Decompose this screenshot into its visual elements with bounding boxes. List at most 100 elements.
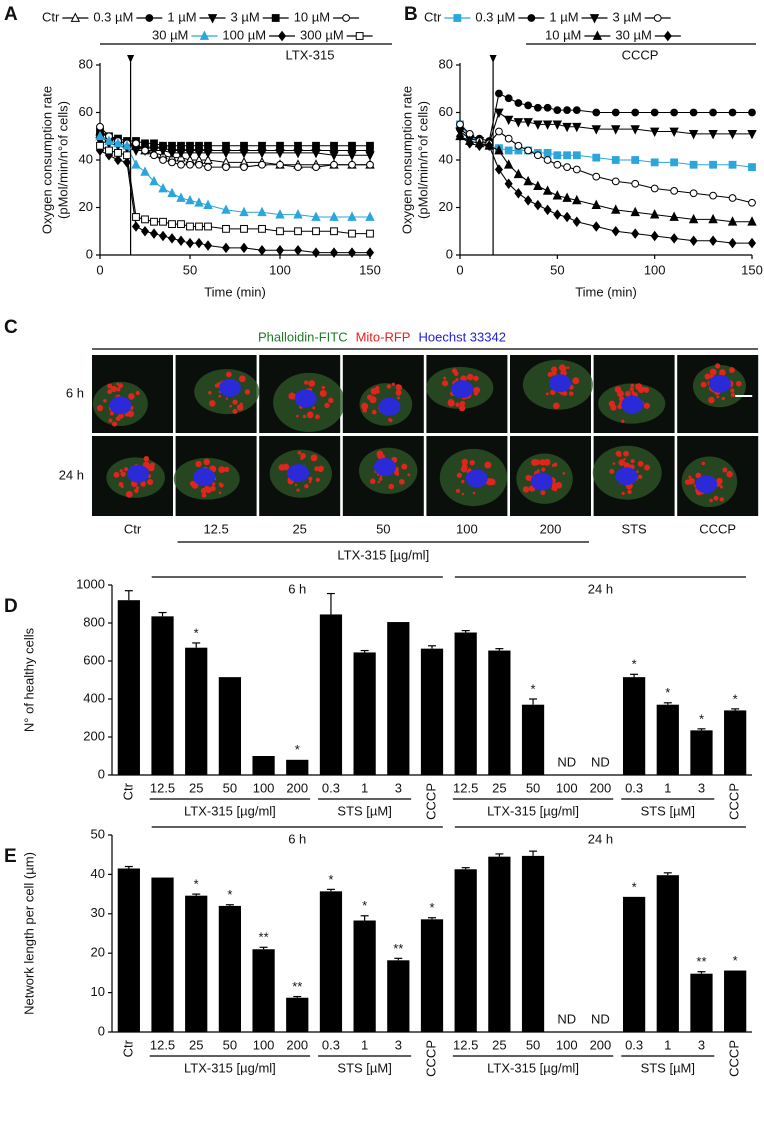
nucleus [193, 468, 216, 487]
x-tick-label: 12.5 [150, 780, 175, 795]
mitochondria [314, 414, 320, 420]
x-tick-label: 200 [590, 1037, 612, 1052]
bar [724, 970, 747, 1032]
mitochondria [525, 474, 532, 481]
marker [709, 108, 717, 117]
marker [258, 224, 266, 233]
marker [221, 204, 231, 214]
marker [747, 129, 757, 140]
marker [311, 211, 321, 221]
series-line [99, 135, 370, 218]
micrograph [175, 355, 260, 433]
marker [494, 164, 503, 175]
mitochondria [541, 467, 546, 472]
micrograph [510, 436, 591, 516]
marker [524, 146, 533, 155]
marker [630, 206, 640, 217]
marker [592, 108, 601, 117]
treatment-label: CCCP [622, 47, 659, 62]
mitochondria [201, 493, 207, 498]
y-tick-label: 200 [83, 728, 105, 743]
mitochondria [553, 402, 560, 410]
micrograph [259, 355, 345, 433]
significance-label: * [362, 898, 367, 913]
marker [204, 163, 212, 172]
mitochondria [96, 404, 104, 412]
marker [708, 129, 718, 140]
mitochondria [294, 483, 298, 487]
marker [348, 141, 356, 150]
marker [504, 146, 513, 155]
mitochondria [128, 393, 135, 400]
legend-label: 300 µM [300, 27, 344, 42]
y-tick-label: 800 [83, 614, 105, 629]
marker [552, 120, 563, 130]
marker [611, 108, 620, 117]
nucleus [549, 374, 572, 393]
marker [347, 247, 357, 258]
mitochondria [324, 402, 330, 408]
mitochondria [125, 490, 133, 498]
mitochondria [189, 480, 196, 487]
marker [203, 240, 213, 251]
y-tick-label: 40 [91, 866, 105, 881]
marker [159, 156, 167, 164]
marker [141, 146, 149, 155]
marker [611, 204, 621, 214]
mitochondria [721, 396, 725, 401]
x-tick-label: 50 [550, 262, 564, 277]
mitochondria [636, 470, 639, 474]
mitochondria [119, 469, 123, 473]
marker [543, 156, 552, 164]
mitochondria [312, 406, 316, 410]
mitochondria [218, 394, 222, 398]
mitochondria [388, 417, 392, 422]
mitochondria [547, 371, 553, 377]
mitochondria [304, 381, 307, 384]
time-group-label: 6 h [288, 581, 306, 596]
marker [168, 158, 176, 167]
marker [366, 229, 374, 238]
column-label: 25 [292, 521, 306, 536]
marker [563, 106, 571, 115]
mitochondria [318, 467, 324, 473]
marker [504, 178, 513, 189]
legend-label: 1 µM [167, 9, 196, 24]
y-axis-label: (pMol/min/n°of cells) [55, 101, 70, 219]
bar [454, 869, 477, 1032]
series-line [99, 150, 370, 254]
marker [465, 138, 474, 149]
marker [203, 199, 213, 210]
marker [504, 134, 513, 143]
mitochondria [236, 404, 244, 411]
significance-label: ND [557, 1011, 576, 1026]
treatment-label: LTX-315 [286, 47, 335, 62]
mitochondria [284, 465, 288, 469]
column-label: 100 [456, 521, 478, 536]
mitochondria [700, 381, 707, 388]
marker [185, 237, 195, 249]
marker [240, 224, 248, 233]
legend-label: 100 µM [222, 27, 266, 42]
significance-label: * [429, 900, 434, 915]
mitochondria [534, 459, 541, 466]
marker [194, 237, 204, 249]
marker [553, 209, 562, 220]
mitochondria [627, 489, 632, 495]
mitochondria [319, 389, 327, 397]
marker [365, 247, 375, 258]
marker [140, 226, 150, 237]
marker [195, 160, 203, 169]
mitochondria [321, 385, 326, 390]
marker [140, 166, 150, 176]
x-tick-label: 25 [492, 780, 506, 795]
mitochondria [543, 458, 551, 466]
marker [748, 198, 756, 207]
marker [204, 222, 212, 231]
x-tick-label: 150 [359, 262, 381, 277]
marker [747, 216, 757, 226]
mitochondria [704, 373, 711, 380]
mitochondria [396, 396, 400, 400]
legend-label: Ctr [424, 9, 442, 24]
x-tick-label: 200 [286, 1037, 308, 1052]
